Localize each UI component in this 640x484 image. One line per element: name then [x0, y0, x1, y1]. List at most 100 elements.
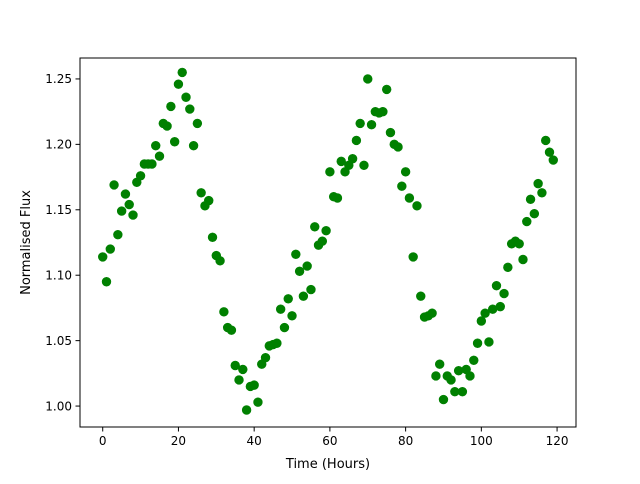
data-point — [275, 304, 286, 314]
data-point — [169, 137, 180, 147]
data-point — [234, 375, 244, 385]
data-point — [332, 193, 343, 203]
data-point — [359, 160, 369, 171]
data-point — [241, 405, 252, 415]
data-point — [347, 154, 358, 164]
data-point — [215, 256, 225, 266]
data-point — [109, 180, 119, 190]
data-point — [151, 140, 161, 151]
data-point — [260, 352, 271, 363]
data-point — [105, 244, 115, 254]
data-point — [128, 210, 138, 220]
data-point — [518, 254, 528, 265]
data-point — [544, 147, 555, 157]
y-tick-label: 1.20 — [45, 138, 72, 152]
x-tick-label: 120 — [546, 434, 569, 448]
data-point — [381, 84, 392, 95]
data-point — [249, 380, 259, 390]
data-point — [416, 291, 426, 301]
y-tick-label: 1.05 — [45, 334, 72, 348]
data-point — [438, 394, 449, 405]
plot-frame — [79, 57, 577, 428]
data-point — [310, 222, 320, 232]
data-point — [101, 277, 112, 287]
data-point — [238, 364, 248, 375]
data-point — [366, 120, 377, 130]
data-points — [98, 67, 558, 415]
data-point — [294, 266, 305, 276]
x-tick-label: 40 — [247, 434, 262, 448]
data-point — [135, 171, 146, 181]
data-point — [321, 226, 331, 236]
y-axis-label: Normalised Flux — [19, 190, 34, 295]
data-point — [351, 135, 362, 146]
data-point — [336, 156, 346, 167]
data-point — [283, 294, 293, 304]
data-point — [408, 252, 418, 262]
x-tick-label: 100 — [470, 434, 493, 448]
x-tick-label: 60 — [322, 434, 337, 448]
data-point — [378, 106, 388, 117]
data-point — [529, 209, 540, 219]
data-point — [397, 181, 407, 191]
data-point — [147, 159, 157, 169]
data-point — [537, 188, 547, 198]
data-point — [291, 249, 301, 259]
data-point — [116, 206, 127, 216]
y-tick-label: 1.25 — [45, 72, 72, 86]
data-point — [514, 239, 524, 249]
data-point — [499, 288, 509, 299]
data-point — [427, 308, 437, 318]
data-point — [166, 101, 176, 112]
data-point — [181, 92, 191, 102]
data-point — [503, 262, 513, 273]
data-point — [434, 359, 445, 369]
data-point — [192, 118, 203, 129]
data-point — [298, 291, 309, 301]
x-tick-label: 20 — [171, 434, 186, 448]
data-point — [472, 338, 483, 348]
data-point — [287, 311, 297, 321]
data-point — [525, 194, 536, 205]
data-point — [185, 104, 195, 114]
data-point — [541, 135, 551, 146]
data-point — [188, 140, 199, 151]
y-axis-ticks: 1.00 1.05 1.10 1.15 1.20 1.25 — [45, 72, 80, 413]
data-point — [113, 229, 123, 240]
data-point — [173, 79, 184, 89]
data-point — [548, 155, 558, 165]
data-point — [253, 397, 263, 407]
data-point — [226, 325, 237, 335]
data-point — [446, 375, 456, 385]
data-point — [219, 307, 229, 317]
data-point — [279, 322, 290, 333]
y-tick-label: 1.15 — [45, 203, 72, 217]
data-point — [480, 308, 490, 318]
data-point — [522, 216, 532, 227]
data-point — [204, 195, 214, 206]
data-point — [457, 386, 468, 397]
data-point — [431, 371, 441, 381]
y-tick-label: 1.10 — [45, 269, 72, 283]
data-point — [302, 261, 312, 271]
data-point — [207, 232, 218, 242]
data-point — [363, 74, 373, 84]
data-point — [476, 316, 487, 326]
x-axis-label: Time (Hours) — [285, 457, 370, 472]
x-tick-label: 80 — [398, 434, 413, 448]
data-point — [272, 338, 282, 348]
data-point — [385, 127, 396, 138]
data-point — [533, 178, 543, 189]
y-tick-label: 1.00 — [45, 399, 72, 413]
data-point — [196, 188, 206, 198]
data-point — [491, 280, 502, 291]
data-point — [404, 193, 415, 203]
data-point — [465, 371, 475, 381]
data-point — [230, 360, 240, 371]
data-point — [177, 67, 187, 78]
x-axis-ticks: 0 20 40 60 80 100 120 — [99, 427, 569, 448]
data-point — [469, 355, 479, 365]
data-point — [400, 167, 411, 177]
